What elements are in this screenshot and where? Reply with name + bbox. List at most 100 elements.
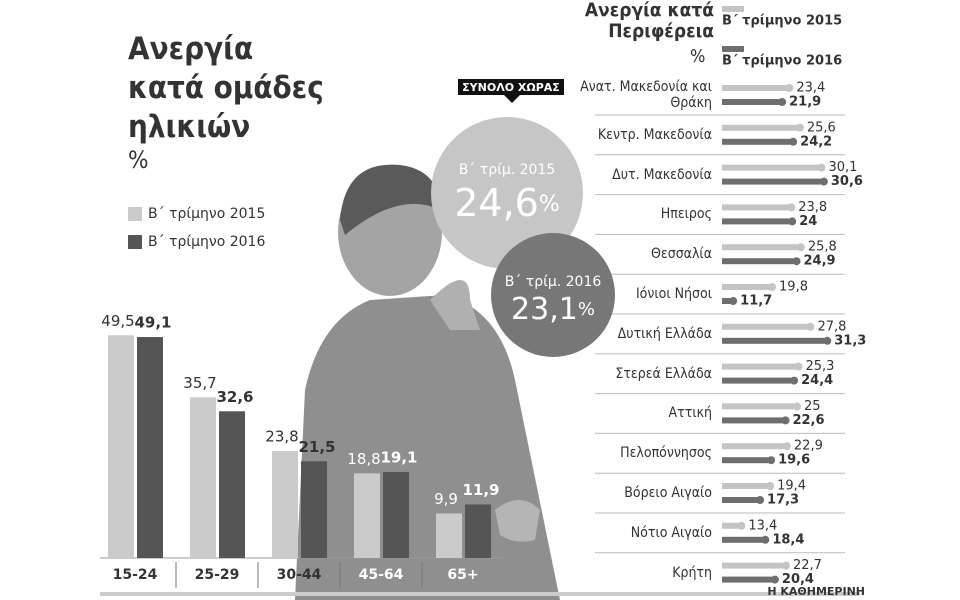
category-label: Δυτ. Μακεδονία xyxy=(612,166,712,183)
total-period: Β΄ τρίμ. 2015 xyxy=(459,162,556,178)
bar xyxy=(722,337,825,344)
total-circle xyxy=(431,117,583,269)
bar xyxy=(722,218,790,225)
category-label: Ηπειρος xyxy=(660,206,712,223)
category-label: Κρήτη xyxy=(672,564,712,581)
category-label: Πελοπόννησος xyxy=(620,445,712,462)
category-label: 15-24 xyxy=(113,567,158,583)
bar-dot xyxy=(793,402,801,411)
bar xyxy=(722,85,787,91)
legend-swatch xyxy=(128,207,142,221)
bar xyxy=(722,403,794,410)
legend-label: Β΄ τρίμηνο 2015 xyxy=(148,206,265,222)
category-label: Νότιο Αιγαίο xyxy=(630,524,712,541)
bar-dot xyxy=(795,123,804,132)
total-value-number: 24,6 xyxy=(454,181,539,225)
value-label: 19,6 xyxy=(778,453,810,468)
bar xyxy=(722,164,819,171)
legend-label: Β΄ τρίμηνο 2016 xyxy=(722,54,842,69)
value-label: 23,8 xyxy=(798,200,827,215)
total-title: ΣΥΝΟΛΟ ΧΩΡΑΣ xyxy=(462,81,560,94)
bar-dot xyxy=(782,442,791,451)
value-label: 19,8 xyxy=(779,280,808,295)
bar xyxy=(354,473,380,558)
value-label: 17,3 xyxy=(767,493,799,508)
value-label: 35,7 xyxy=(183,374,216,392)
value-label: 30,1 xyxy=(828,160,857,175)
value-label: 22,9 xyxy=(794,439,823,454)
value-label: 20,4 xyxy=(782,572,814,587)
bar xyxy=(722,298,731,304)
legend-swatch xyxy=(128,235,142,249)
bar xyxy=(722,576,772,583)
bar xyxy=(722,417,783,424)
bar-dot xyxy=(819,177,828,186)
total-tag-arrow xyxy=(504,95,520,103)
value-label: 49,5 xyxy=(101,312,134,330)
category-label: Ιόνιοι Νήσοι xyxy=(635,286,712,302)
value-label: 32,6 xyxy=(216,388,253,406)
category-label: Βόρειο Αιγαίο xyxy=(624,485,712,501)
value-label: 27,8 xyxy=(817,319,846,334)
value-label: 22,7 xyxy=(793,558,822,573)
bar xyxy=(722,258,794,265)
category-label: 25-29 xyxy=(195,567,240,583)
value-label: 23,4 xyxy=(796,81,825,96)
bar xyxy=(722,138,791,145)
bar-dot xyxy=(792,257,801,266)
value-label: 19,4 xyxy=(777,479,806,494)
legend-swatch xyxy=(722,6,744,12)
bar-dot xyxy=(766,482,775,490)
bar xyxy=(722,497,758,503)
value-label: 49,1 xyxy=(134,314,171,332)
value-label: 9,9 xyxy=(434,490,458,508)
value-label: 13,4 xyxy=(748,518,777,533)
bar-dot xyxy=(756,496,765,504)
value-label: 30,6 xyxy=(831,174,863,189)
value-label: 25,6 xyxy=(807,120,836,135)
value-label: 11,9 xyxy=(462,481,499,499)
bar xyxy=(272,450,298,558)
category-label: Ανατ. Μακεδονία και Θράκη xyxy=(580,79,712,111)
value-label: 23,8 xyxy=(265,427,298,445)
bar-dot xyxy=(767,456,776,465)
category-label: 30-44 xyxy=(277,567,322,583)
bar xyxy=(465,504,491,558)
bar-dot xyxy=(787,203,796,212)
bar xyxy=(722,522,739,529)
total-tag xyxy=(458,79,564,95)
bar xyxy=(722,284,770,290)
value-label: 25,8 xyxy=(808,240,837,255)
value-label: 18,8 xyxy=(347,450,380,468)
bar-dot xyxy=(770,575,779,584)
bar xyxy=(137,337,163,558)
bar xyxy=(722,457,769,464)
bar-dot xyxy=(794,362,803,371)
bar xyxy=(722,178,821,185)
category-label: Αττική xyxy=(668,405,712,422)
total-unit: % xyxy=(539,192,560,217)
bar xyxy=(722,562,783,569)
value-label: 19,1 xyxy=(380,449,417,467)
value-label: 24,4 xyxy=(801,373,833,388)
chart-subtitle: % xyxy=(690,46,706,67)
bar xyxy=(436,513,462,558)
bar xyxy=(722,536,763,543)
bar-dot xyxy=(737,521,746,530)
footer-rule xyxy=(100,592,860,596)
category-label: Θεσσαλία xyxy=(650,246,712,263)
value-label: 18,4 xyxy=(772,532,804,547)
value-label: 21,5 xyxy=(298,438,335,456)
chart-title: Ανεργία κατά ομάδες ηλικιών xyxy=(128,31,324,145)
value-label: 11,7 xyxy=(740,294,772,309)
category-label: Δυτική Ελλάδα xyxy=(617,325,712,342)
bar-dot xyxy=(778,98,787,106)
source: Η ΚΑΘΗΜΕΡΙΝΗ xyxy=(767,585,865,598)
bar-dot xyxy=(761,535,770,544)
bar xyxy=(108,335,134,558)
total-value-number: 23,1 xyxy=(511,292,578,327)
category-label: Κεντρ. Μακεδονία xyxy=(597,126,712,143)
category-label: 45-64 xyxy=(359,567,404,583)
bar xyxy=(383,472,409,558)
